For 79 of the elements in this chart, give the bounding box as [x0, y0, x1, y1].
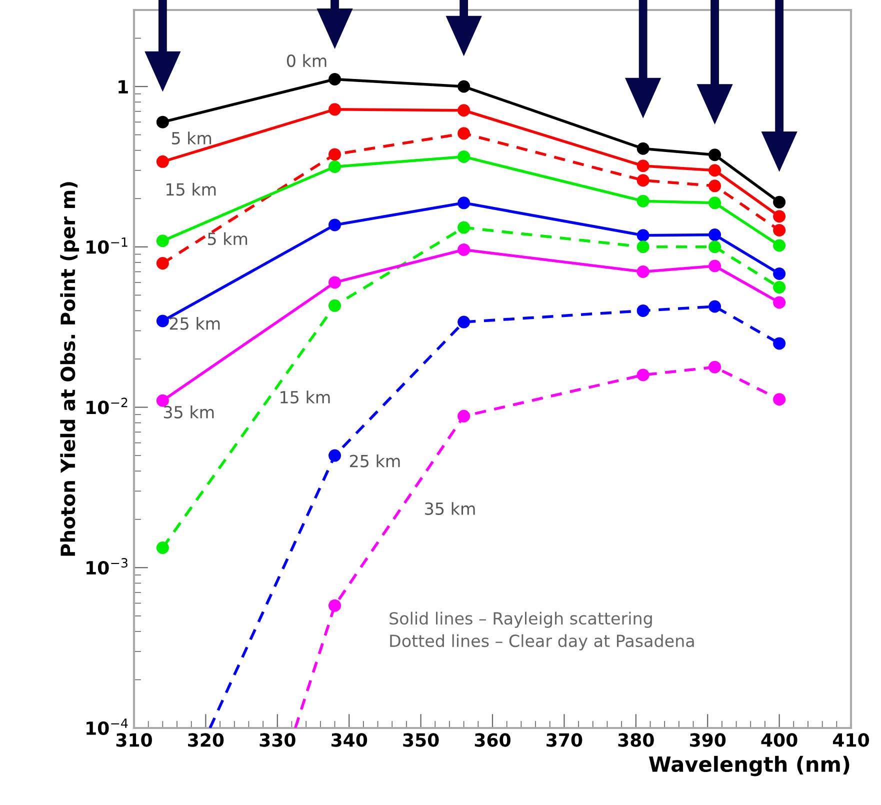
point [773, 337, 786, 350]
x-tick-label: 330 [260, 733, 296, 747]
point [636, 368, 650, 382]
x-tick-label: 410 [832, 733, 869, 747]
point [636, 304, 650, 317]
y-tick-label: 1 [118, 80, 128, 94]
point [156, 155, 169, 168]
point [458, 316, 470, 328]
point [773, 393, 786, 406]
point [708, 300, 722, 313]
annotation: Solid lines – Rayleigh scattering Dotted lines – Clear day at Pasadena [390, 612, 694, 650]
point [636, 240, 650, 254]
point [328, 449, 342, 462]
point [156, 257, 169, 270]
point [636, 142, 650, 155]
series-label: 25 km [350, 454, 400, 468]
point [156, 234, 169, 248]
point [328, 299, 342, 312]
point [636, 265, 650, 278]
point [458, 127, 470, 140]
point [708, 360, 722, 374]
point [458, 410, 470, 422]
point [773, 281, 786, 294]
point [773, 196, 786, 208]
point [773, 210, 786, 223]
x-tick-label: 370 [546, 733, 582, 747]
point [458, 221, 470, 234]
point [458, 80, 470, 93]
x-tick-label: 340 [331, 733, 368, 747]
point [708, 260, 722, 272]
point [156, 394, 169, 407]
point [636, 160, 650, 172]
point [458, 150, 470, 163]
x-axis-title: Wavelength (nm) [648, 756, 850, 776]
point [156, 116, 169, 128]
point [156, 314, 169, 328]
series-label: 5 km [172, 132, 212, 144]
point [328, 276, 342, 289]
point [458, 196, 470, 210]
point [458, 243, 470, 256]
x-tick-label: 390 [690, 733, 726, 747]
point [458, 104, 470, 117]
point [773, 296, 786, 309]
series-label: 35 km [425, 502, 475, 515]
point [708, 148, 722, 162]
y-tick-label: 10$^{−1}$ [86, 237, 128, 254]
series-label: 15 km [280, 390, 330, 404]
point [773, 224, 786, 236]
x-tick-label: 360 [474, 733, 510, 747]
point [708, 164, 722, 177]
point [773, 239, 786, 252]
point [636, 194, 650, 208]
series-label: 15 km [166, 182, 216, 196]
y-tick-label: 10$^{−3}$ [86, 558, 128, 575]
y-tick-label: 10$^{−2}$ [86, 398, 128, 414]
point [328, 148, 342, 161]
point [328, 218, 342, 232]
point [636, 229, 650, 242]
y-axis-title: Photon Yield at Obs. Point (per m) [60, 182, 79, 556]
x-tick-label: 350 [403, 733, 439, 747]
point [328, 160, 342, 173]
x-tick-label: 310 [116, 733, 152, 747]
point [328, 103, 342, 116]
point [773, 268, 786, 280]
point [636, 174, 650, 187]
point [156, 542, 169, 554]
series-label: 35 km [164, 406, 214, 418]
point [708, 180, 722, 192]
point [328, 72, 342, 86]
x-tick-label: 380 [618, 733, 654, 747]
series-label: 0 km [286, 54, 326, 68]
point [708, 228, 722, 242]
x-tick-label: 320 [188, 733, 224, 747]
point [328, 599, 342, 612]
point [708, 240, 722, 254]
series-label: 5 km [208, 232, 248, 246]
point [708, 196, 722, 210]
x-tick-label: 400 [761, 733, 798, 747]
series-label: 25 km [170, 316, 220, 330]
